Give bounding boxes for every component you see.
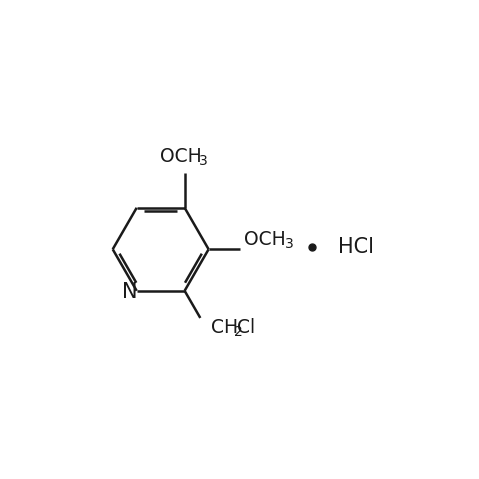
Text: OCH: OCH — [160, 147, 202, 166]
Text: 3: 3 — [285, 237, 293, 251]
Text: 2: 2 — [234, 325, 243, 339]
Text: HCl: HCl — [338, 238, 374, 257]
Text: Cl: Cl — [238, 318, 255, 337]
Text: 3: 3 — [199, 154, 207, 168]
Text: CH: CH — [211, 318, 238, 337]
Text: OCH: OCH — [244, 230, 286, 249]
Text: N: N — [122, 282, 138, 302]
